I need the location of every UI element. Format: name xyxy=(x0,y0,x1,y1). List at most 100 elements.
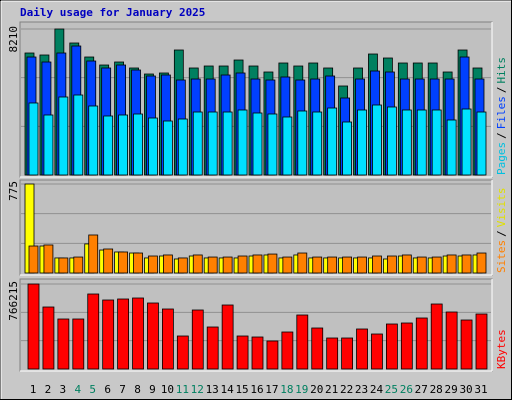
x-tick-label: 19 xyxy=(295,383,308,396)
bar xyxy=(207,111,218,176)
bar xyxy=(446,119,457,176)
bar xyxy=(476,111,487,176)
bar xyxy=(206,326,219,370)
bar xyxy=(118,251,128,274)
bar xyxy=(297,252,308,274)
bar xyxy=(177,118,188,176)
x-tick-label: 31 xyxy=(474,383,487,396)
bar xyxy=(386,106,397,176)
bar xyxy=(73,256,84,274)
x-tick-label: 30 xyxy=(459,383,472,396)
bar xyxy=(460,319,473,370)
x-tick-label: 28 xyxy=(430,383,443,396)
bar xyxy=(476,252,487,274)
legend-entry: Files xyxy=(495,96,508,129)
bar xyxy=(372,255,382,274)
bar xyxy=(371,333,383,370)
bar xyxy=(385,323,398,370)
y-tick-label: 8210 xyxy=(7,26,20,53)
legend-entry: Hits xyxy=(495,57,508,84)
x-tick-label: 12 xyxy=(191,383,204,396)
x-tick-label: 7 xyxy=(119,383,126,396)
bar xyxy=(72,318,85,370)
legend: Sites / Visits xyxy=(495,188,508,274)
x-tick-label: 25 xyxy=(385,383,398,396)
bar xyxy=(356,328,368,370)
x-tick-label: 2 xyxy=(45,383,52,396)
bar xyxy=(341,337,354,370)
bar xyxy=(281,331,294,370)
bar xyxy=(416,256,427,274)
bar xyxy=(445,311,458,370)
bar xyxy=(58,96,69,176)
x-tick-label: 9 xyxy=(149,383,156,396)
bar xyxy=(191,309,204,370)
bar xyxy=(461,108,472,176)
bar xyxy=(282,256,293,274)
bar xyxy=(401,109,412,176)
x-tick-label: 4 xyxy=(74,383,81,396)
x-tick-label: 10 xyxy=(161,383,174,396)
legend-entry: Pages xyxy=(495,142,508,175)
bar xyxy=(58,257,69,274)
bar xyxy=(176,335,189,370)
bar xyxy=(252,112,263,176)
chart-title: Daily usage for January 2025 xyxy=(20,6,205,19)
bar xyxy=(430,303,443,370)
bar xyxy=(357,109,367,176)
bar xyxy=(400,322,413,370)
bar xyxy=(401,254,412,274)
bar xyxy=(103,248,114,274)
bar xyxy=(207,256,218,274)
legend-separator: / xyxy=(495,132,508,139)
bar xyxy=(221,304,234,370)
bar xyxy=(133,252,143,274)
x-tick-label: 22 xyxy=(340,383,353,396)
x-tick-label: 5 xyxy=(89,383,96,396)
bar xyxy=(251,336,264,370)
x-tick-label: 8 xyxy=(134,383,141,396)
bar xyxy=(73,94,84,176)
legend: KBytes xyxy=(495,329,508,369)
bar xyxy=(431,109,442,176)
bar xyxy=(88,234,99,274)
bar xyxy=(327,256,338,274)
bar xyxy=(28,245,39,274)
x-tick-label: 24 xyxy=(370,383,384,396)
bar xyxy=(118,114,128,176)
bar xyxy=(312,111,323,176)
x-tick-label: 16 xyxy=(250,383,263,396)
bar xyxy=(252,254,263,274)
x-tick-label: 14 xyxy=(221,383,235,396)
bar xyxy=(103,115,114,176)
bar xyxy=(267,113,278,176)
bar xyxy=(28,102,39,176)
bar xyxy=(133,113,143,176)
x-tick-label: 15 xyxy=(235,383,248,396)
bar xyxy=(237,255,248,274)
legend-entry: Visits xyxy=(495,188,508,228)
bar xyxy=(386,255,397,274)
bar xyxy=(342,121,353,176)
bar xyxy=(357,256,367,274)
bar xyxy=(192,111,203,176)
bar xyxy=(132,297,144,370)
bar xyxy=(177,257,188,274)
bar xyxy=(102,299,115,370)
bar xyxy=(43,244,54,274)
bar xyxy=(327,107,338,176)
bar xyxy=(297,110,308,176)
x-tick-label: 17 xyxy=(265,383,278,396)
legend-separator: / xyxy=(495,230,508,237)
bar xyxy=(43,114,54,176)
x-tick-label: 21 xyxy=(325,383,338,396)
bar xyxy=(282,116,293,176)
bar xyxy=(236,335,249,370)
bar xyxy=(27,283,40,370)
bar xyxy=(312,256,323,274)
legend-entry: Sites xyxy=(495,240,508,273)
x-tick-label: 11 xyxy=(176,383,189,396)
bar xyxy=(161,308,174,370)
